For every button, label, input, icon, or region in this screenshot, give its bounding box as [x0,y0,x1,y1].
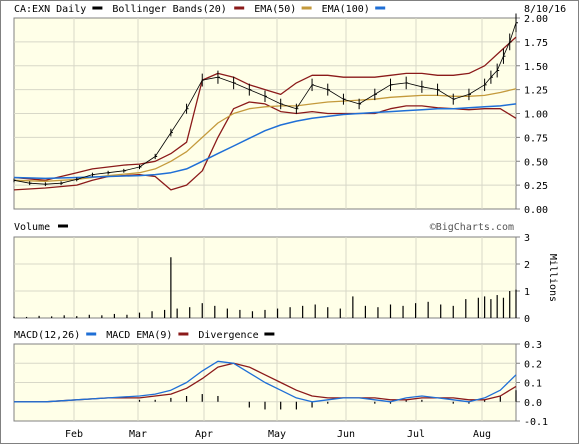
legend-label-2: EMA(50) [254,4,296,15]
macd-y-tick-label-4: -0.1 [524,417,548,428]
macd-y-tick-label-0: 0.3 [524,340,542,351]
price-y-tick-label-7: 0.25 [524,181,548,192]
x-axis-label-may: May [268,429,286,440]
macd-legend-label-0: MACD(12,26) [14,330,80,341]
macd-y-tick-label-1: 0.2 [524,359,542,370]
price-y-tick-label-1: 1.75 [524,38,548,49]
macd-y-tick-label-2: 0.1 [524,379,542,390]
brand-watermark: ©BigCharts.com [430,222,514,233]
x-axis-label-mar: Mar [129,429,147,440]
x-axis-label-jul: Jul [407,429,425,440]
volume-y-tick-label-2: 1 [524,287,530,298]
bollinger-upper-band-line [13,36,517,181]
price-y-tick-label-3: 1.25 [524,86,548,97]
macd-line [14,360,517,403]
price-y-tick-label-6: 0.50 [524,157,548,168]
price-close-line [13,22,517,185]
price-y-tick-label-8: 0.00 [524,205,548,216]
legend-label-0: CA:EXN Daily [14,4,86,15]
macd-y-tick-label-3: 0.0 [524,398,542,409]
volume-y-tick-label-1: 2 [524,260,530,271]
volume-y-tick-label-0: 3 [524,233,530,244]
ema100-line [13,103,517,180]
volume-legend-label: Volume [14,222,50,233]
volume-y-tick-label-3: 0 [524,314,530,325]
macd-legend-label-1: MACD EMA(9) [106,330,172,341]
legend-label-3: EMA(100) [322,4,370,15]
x-axis-label-apr: Apr [195,429,213,440]
x-axis-label-aug: Aug [473,429,491,440]
price-date-label: 8/10/16 [524,4,566,15]
volume-y-axis-label: Millions [547,254,558,302]
volume-panel-background [13,236,517,319]
macd-legend-label-2: Divergence [198,330,258,341]
price-y-tick-label-0: 2.00 [524,14,548,25]
x-axis-label-feb: Feb [65,429,83,440]
price-y-tick-label-4: 1.00 [524,110,548,121]
price-y-tick-label-2: 1.50 [524,62,548,73]
x-axis-label-jun: Jun [337,429,355,440]
price-y-tick-label-5: 0.75 [524,133,548,144]
legend-label-1: Bollinger Bands(20) [112,4,226,15]
